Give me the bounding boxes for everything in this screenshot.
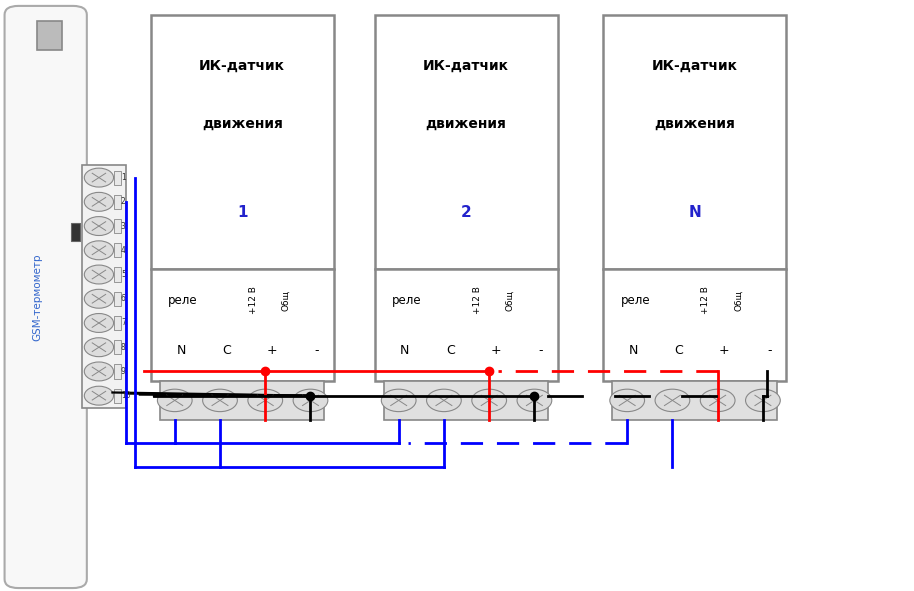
Bar <box>113 292 121 306</box>
Text: C: C <box>222 345 230 358</box>
Text: +: + <box>490 345 501 358</box>
Bar <box>37 21 62 50</box>
Bar <box>151 15 334 269</box>
Circle shape <box>84 193 113 212</box>
Bar <box>612 381 777 420</box>
Circle shape <box>700 389 735 412</box>
Circle shape <box>655 389 690 412</box>
Bar <box>113 364 121 379</box>
Circle shape <box>84 265 113 284</box>
Bar <box>113 170 121 184</box>
FancyBboxPatch shape <box>5 6 87 588</box>
Text: -: - <box>538 345 543 358</box>
Circle shape <box>517 389 552 412</box>
Text: N: N <box>629 345 638 358</box>
Circle shape <box>293 389 328 412</box>
Text: Общ: Общ <box>734 290 743 311</box>
Bar <box>151 269 334 381</box>
Text: +12 В: +12 В <box>473 287 482 314</box>
Bar <box>375 15 558 269</box>
Text: ИК-датчик: ИК-датчик <box>652 59 738 73</box>
Bar <box>384 381 548 420</box>
Circle shape <box>746 389 781 412</box>
Circle shape <box>84 362 113 381</box>
Text: C: C <box>675 345 683 358</box>
Circle shape <box>84 217 113 236</box>
Text: 8: 8 <box>121 343 125 352</box>
Circle shape <box>157 389 192 412</box>
Text: +12 В: +12 В <box>249 287 258 314</box>
Text: N: N <box>400 345 409 358</box>
Circle shape <box>381 389 416 412</box>
Text: GSM-термометр: GSM-термометр <box>33 253 42 341</box>
Text: N: N <box>176 345 186 358</box>
Bar <box>160 381 324 420</box>
Text: 7: 7 <box>121 319 126 327</box>
Circle shape <box>84 289 113 309</box>
Bar <box>375 269 558 381</box>
Text: -: - <box>314 345 319 358</box>
Text: 2: 2 <box>121 197 125 206</box>
Text: 10: 10 <box>121 391 131 400</box>
Text: Общ: Общ <box>282 290 291 311</box>
Text: движения: движения <box>426 117 506 131</box>
Text: реле: реле <box>168 294 197 307</box>
Text: 6: 6 <box>121 294 126 303</box>
Bar <box>113 243 121 258</box>
Bar <box>603 15 786 269</box>
Circle shape <box>84 241 113 260</box>
Circle shape <box>84 313 113 332</box>
Text: Общ: Общ <box>505 290 515 311</box>
Circle shape <box>203 389 238 412</box>
Text: +: + <box>718 345 729 358</box>
Text: движения: движения <box>654 117 735 131</box>
Bar <box>71 223 80 241</box>
Bar <box>113 316 121 330</box>
Bar <box>113 195 121 209</box>
Text: +: + <box>266 345 277 358</box>
Bar <box>113 389 121 403</box>
Text: 2: 2 <box>461 206 472 220</box>
Circle shape <box>84 387 113 405</box>
Text: 5: 5 <box>121 270 126 279</box>
Text: 3: 3 <box>121 222 126 230</box>
Bar <box>82 165 126 408</box>
Circle shape <box>472 389 506 412</box>
Circle shape <box>84 338 113 356</box>
Circle shape <box>248 389 282 412</box>
Bar <box>113 340 121 354</box>
Text: 4: 4 <box>121 246 126 255</box>
Text: 9: 9 <box>121 367 126 376</box>
Text: C: C <box>446 345 454 358</box>
Text: N: N <box>688 206 701 220</box>
Circle shape <box>427 389 462 412</box>
Text: -: - <box>767 345 771 358</box>
Text: 1: 1 <box>121 173 125 182</box>
Text: ИК-датчик: ИК-датчик <box>423 59 509 73</box>
Text: реле: реле <box>392 294 421 307</box>
Text: +12 В: +12 В <box>701 287 710 314</box>
Circle shape <box>84 168 113 187</box>
Text: ИК-датчик: ИК-датчик <box>199 59 285 73</box>
Text: реле: реле <box>621 294 650 307</box>
Bar <box>113 267 121 282</box>
Bar <box>113 219 121 233</box>
Text: движения: движения <box>202 117 282 131</box>
Circle shape <box>610 389 644 412</box>
Bar <box>603 269 786 381</box>
Text: 1: 1 <box>237 206 248 220</box>
